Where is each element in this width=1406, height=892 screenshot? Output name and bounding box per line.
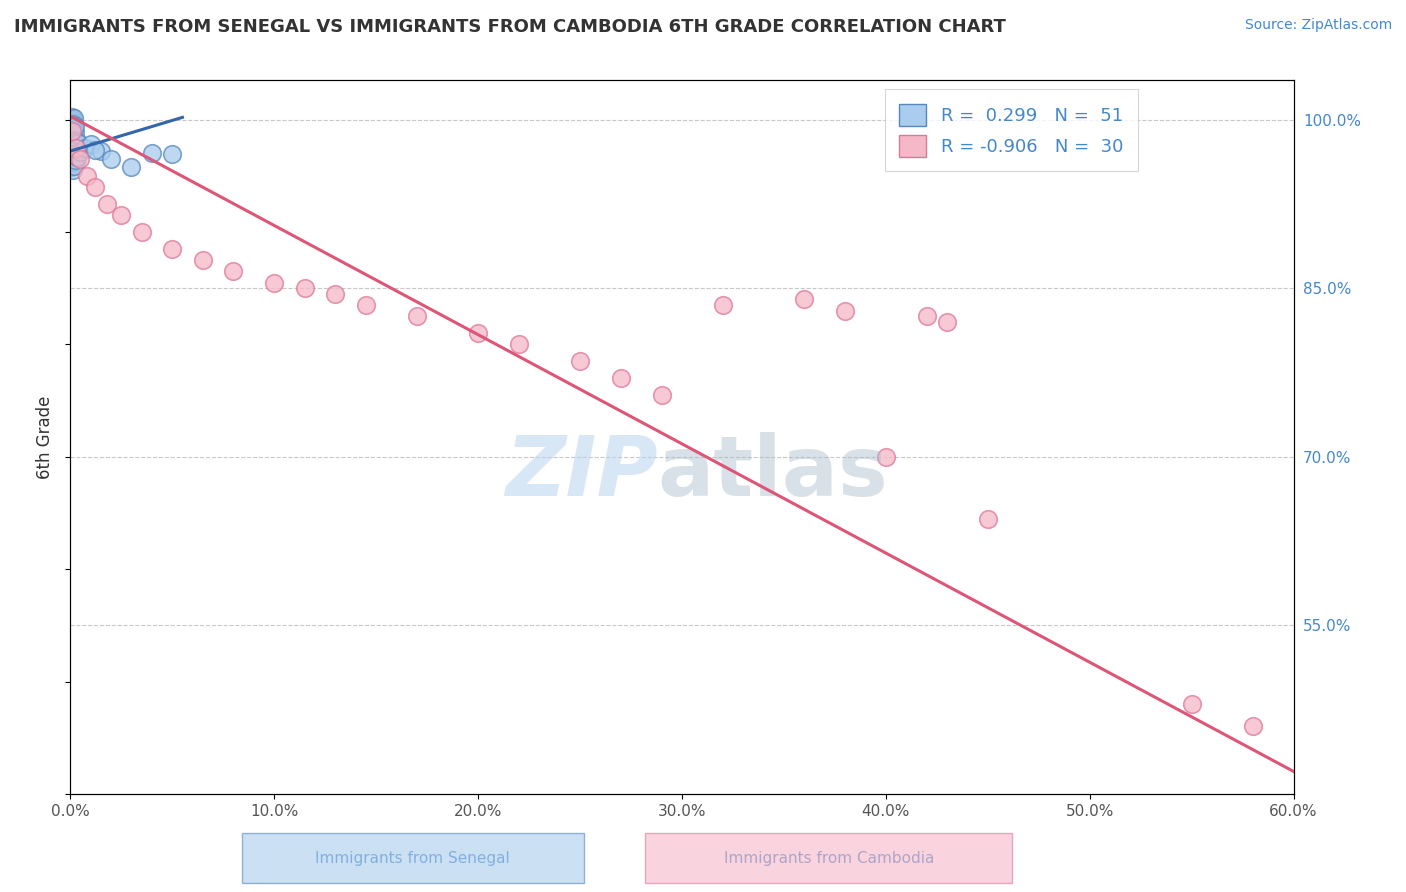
- Point: [711, 298, 734, 312]
- Point: [65, 120, 87, 134]
- Point: [65, 153, 87, 167]
- Point: [62, 144, 84, 158]
- Point: [90, 144, 112, 158]
- Point: [915, 310, 938, 324]
- Point: [60, 133, 83, 147]
- Point: [1241, 719, 1264, 733]
- Point: [467, 326, 489, 340]
- Point: [263, 276, 285, 290]
- Point: [96, 197, 118, 211]
- Point: [66, 134, 89, 148]
- Point: [568, 354, 592, 368]
- Text: atlas: atlas: [658, 433, 889, 513]
- Point: [62, 129, 84, 144]
- Point: [650, 388, 672, 402]
- Point: [65, 143, 87, 157]
- Y-axis label: 6th Grade: 6th Grade: [37, 395, 55, 479]
- Point: [60, 146, 83, 161]
- Point: [60, 115, 83, 129]
- Point: [60, 118, 83, 132]
- Point: [62, 163, 84, 178]
- Point: [63, 112, 86, 126]
- Point: [162, 147, 183, 161]
- Point: [62, 151, 84, 165]
- Text: IMMIGRANTS FROM SENEGAL VS IMMIGRANTS FROM CAMBODIA 6TH GRADE CORRELATION CHART: IMMIGRANTS FROM SENEGAL VS IMMIGRANTS FR…: [14, 18, 1005, 36]
- Text: ZIP: ZIP: [505, 433, 658, 513]
- Point: [976, 511, 998, 525]
- Point: [65, 137, 87, 152]
- Point: [62, 155, 84, 169]
- Point: [63, 125, 86, 139]
- Point: [62, 141, 84, 155]
- Point: [60, 137, 83, 152]
- Point: [63, 135, 86, 149]
- Point: [323, 286, 347, 301]
- Point: [83, 180, 105, 194]
- Point: [141, 146, 163, 161]
- Point: [62, 117, 84, 131]
- Point: [406, 310, 429, 324]
- Point: [60, 124, 83, 138]
- Point: [834, 303, 856, 318]
- Point: [222, 264, 245, 278]
- Point: [131, 225, 153, 239]
- Point: [65, 141, 87, 155]
- FancyBboxPatch shape: [242, 833, 583, 883]
- Point: [63, 120, 86, 135]
- Point: [62, 112, 84, 127]
- Point: [62, 147, 84, 161]
- Point: [65, 155, 87, 169]
- Point: [354, 298, 377, 312]
- Point: [60, 152, 83, 166]
- Point: [76, 169, 98, 183]
- Point: [63, 148, 86, 162]
- Point: [69, 152, 91, 166]
- Point: [294, 281, 316, 295]
- Point: [60, 160, 83, 174]
- Point: [63, 121, 86, 136]
- Point: [63, 154, 86, 169]
- Point: [508, 337, 530, 351]
- Point: [69, 145, 91, 160]
- Point: [73, 141, 96, 155]
- Point: [793, 293, 815, 307]
- Point: [63, 139, 86, 153]
- Point: [67, 136, 90, 151]
- Point: [65, 152, 87, 166]
- Text: Source: ZipAtlas.com: Source: ZipAtlas.com: [1244, 18, 1392, 32]
- Point: [60, 126, 83, 140]
- Point: [110, 208, 132, 222]
- Point: [83, 143, 105, 157]
- Point: [1181, 697, 1204, 711]
- Legend: R =  0.299   N =  51, R = -0.906   N =  30: R = 0.299 N = 51, R = -0.906 N = 30: [884, 89, 1137, 171]
- Point: [79, 137, 103, 152]
- Text: Immigrants from Cambodia: Immigrants from Cambodia: [724, 851, 934, 865]
- Point: [936, 315, 959, 329]
- Point: [610, 371, 633, 385]
- Point: [121, 160, 143, 174]
- Point: [60, 148, 83, 162]
- Point: [63, 159, 86, 173]
- Point: [191, 253, 214, 268]
- Point: [60, 124, 83, 138]
- Point: [875, 450, 897, 464]
- Point: [60, 157, 83, 171]
- Point: [100, 152, 122, 166]
- Point: [66, 150, 89, 164]
- Point: [62, 136, 84, 151]
- Point: [62, 115, 84, 129]
- Point: [162, 242, 183, 256]
- Point: [65, 141, 87, 155]
- Text: Immigrants from Senegal: Immigrants from Senegal: [315, 851, 510, 865]
- FancyBboxPatch shape: [645, 833, 1012, 883]
- Point: [60, 111, 83, 125]
